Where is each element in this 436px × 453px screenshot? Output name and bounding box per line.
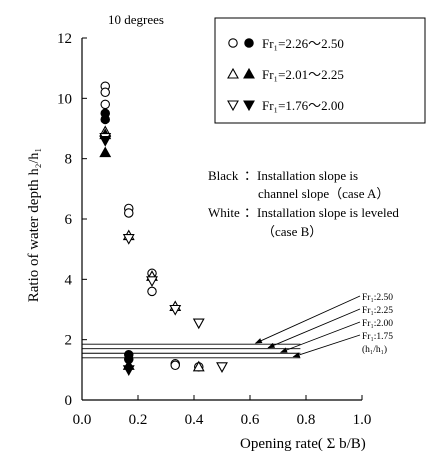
filled-circle-point (100, 114, 110, 125)
y-tick-label: 10 (57, 91, 72, 107)
chart-title: 10 degrees (108, 12, 164, 27)
axes: 0 2 4 6 8 10 12 0.0 0.2 0.4 0.6 0.8 1.0 (57, 31, 371, 428)
ref-label-2-00: Fr₁:2.00 (362, 319, 393, 329)
white-text-2: （case B） (262, 224, 322, 239)
ref-label-2-25: Fr₁:2.25 (362, 306, 393, 316)
open-circle-point (147, 286, 157, 297)
y-axis-label-ratio: h₂/h₁ (27, 148, 42, 176)
legend-label: Fr₁=2.26～2.50 (262, 36, 344, 51)
open-triangle-down-point (122, 234, 135, 245)
filled-triangle-up-point (99, 146, 112, 158)
legend-open-circle (228, 38, 238, 48)
y-axis-label-text: Ratio of water depth h₂/h₁ (26, 148, 42, 303)
reference-arrow (292, 334, 361, 358)
x-tick-label: 0.0 (73, 412, 92, 428)
x-tick-label: 1.0 (353, 412, 372, 428)
open-triangle-down-point (192, 318, 205, 330)
reference-arrow (279, 321, 361, 353)
data-points (99, 81, 228, 376)
legend-filled-triangle-down (243, 100, 255, 112)
open-circle-point (100, 99, 110, 110)
y-tick-label: 4 (65, 272, 73, 288)
x-tick-label: 0.4 (185, 412, 204, 428)
open-triangle-down-point (146, 276, 158, 287)
open-circle-point (100, 87, 110, 98)
open-circle-point (170, 360, 180, 371)
case-annotations: Black ：Installation slope is channel slo… (208, 168, 399, 239)
filled-triangle-down-point (122, 365, 135, 376)
open-triangle-down-point (169, 304, 182, 316)
ref-label-2-50: Fr₁:2.50 (362, 293, 393, 303)
y-axis-label: Ratio of water depth h₂/h₁ (26, 148, 42, 303)
black-text-1: ：Installation slope is (244, 168, 358, 183)
legend-filled-triangle-up (243, 67, 255, 79)
black-text-2: channel slope（case A） (258, 186, 389, 201)
x-tick-label: 0.6 (241, 412, 260, 428)
x-tick-label: 0.2 (129, 412, 148, 428)
legend-filled-circle (244, 38, 254, 48)
reference-labels: Fr₁:2.50 Fr₁:2.25 Fr₁:2.00 Fr₁:1.75 (h₁/… (362, 293, 393, 355)
open-triangle-down-point (216, 362, 228, 373)
white-text-1: ：Installation slope is leveled (244, 205, 399, 220)
x-tick-label: 0.8 (297, 412, 316, 428)
ref-note: (h₁/h₁) (362, 344, 387, 355)
white-label: White (208, 205, 240, 220)
y-tick-label: 6 (65, 212, 73, 228)
y-tick-label: 12 (57, 31, 72, 47)
ref-label-1-75: Fr₁:1.75 (362, 332, 393, 342)
legend-label: Fr₁=2.01～2.25 (262, 67, 344, 82)
open-circle-point (124, 208, 134, 218)
legend-open-triangle-down (227, 100, 239, 112)
open-triangle-up-point (192, 360, 205, 372)
legend-label: Fr₁=1.76～2.00 (262, 98, 344, 113)
x-axis-label: Opening rate( Σ b/B) (240, 436, 366, 452)
reference-arrow (267, 308, 361, 349)
legend-open-triangle-up (227, 67, 239, 79)
reference-lines (82, 295, 361, 359)
legend-rows: Fr₁=2.26～2.50 Fr₁=2.01～2.25 Fr₁=1.76～2.00 (227, 36, 344, 113)
y-axis-label-main: Ratio of water depth (26, 179, 42, 302)
y-tick-label: 0 (65, 393, 73, 409)
legend: Fr₁=2.26～2.50 Fr₁=2.01～2.25 Fr₁=1.76～2.00 (214, 17, 426, 124)
filled-triangle-down-point (99, 136, 112, 147)
reference-arrow (254, 295, 361, 344)
black-label: Black (208, 168, 239, 183)
y-tick-label: 8 (65, 152, 73, 168)
y-tick-label: 2 (65, 333, 73, 349)
